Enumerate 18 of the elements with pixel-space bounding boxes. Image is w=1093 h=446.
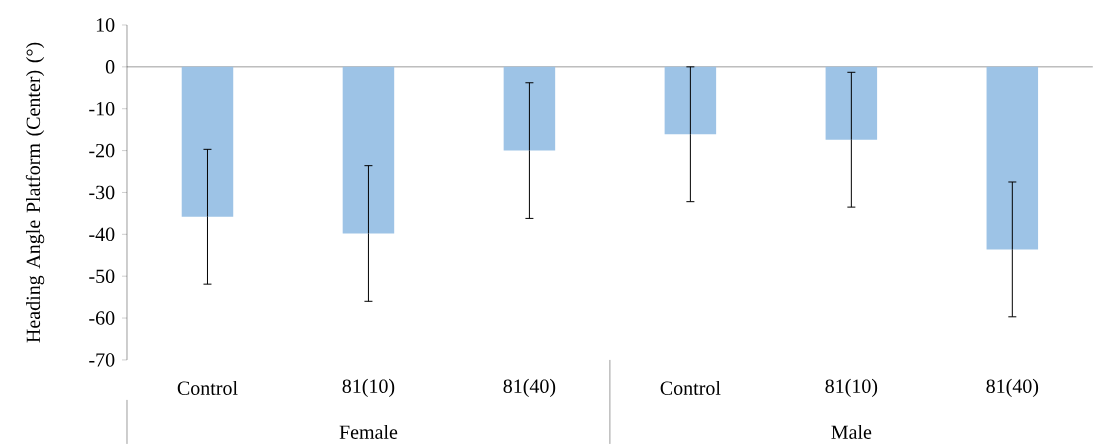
y-tick-label: 10 (96, 18, 115, 32)
x-tick-label: 81(10) (825, 379, 878, 398)
x-tick-label: 81(40) (986, 379, 1039, 398)
x-tick-label: 81(10) (342, 379, 395, 398)
x-tick-label: Control (660, 381, 721, 396)
y-tick-label: -50 (89, 269, 115, 284)
text: Male (831, 425, 872, 440)
y-tick-label: -30 (89, 185, 115, 200)
x-tick-label: 81(40) (503, 379, 556, 398)
y-tick-label: -70 (89, 353, 115, 367)
y-axis-title: Heading Angle Platform (Center) (°) (25, 42, 45, 343)
y-tick-label: -10 (89, 102, 115, 116)
y-tick-label: 0 (105, 60, 115, 74)
x-tick-label: Control (177, 381, 238, 396)
text: Female (339, 425, 398, 440)
y-tick-label: -60 (89, 311, 115, 325)
y-tick-label: -40 (89, 227, 115, 242)
y-tick-label: -20 (89, 144, 115, 158)
